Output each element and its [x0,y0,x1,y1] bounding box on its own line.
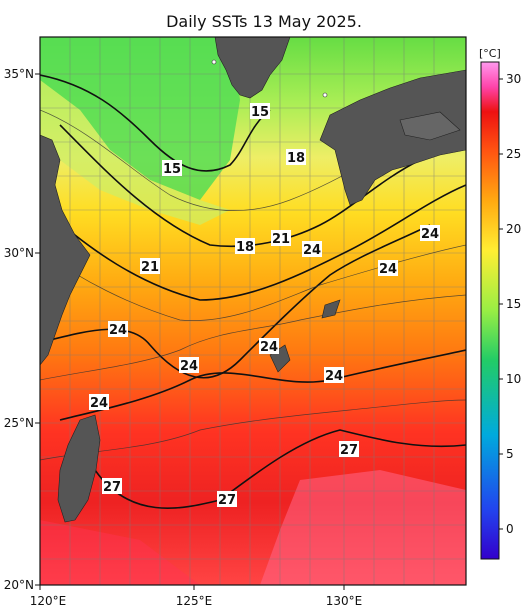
contour-label-text: 24 [421,227,439,242]
contour-label: 24 [108,321,128,338]
contour-21 [44,184,466,301]
small-island [211,59,217,65]
contour-label-text: 15 [251,105,269,120]
contour-label: 21 [271,230,291,247]
contour-label-text: 24 [260,340,278,355]
contour-label: 24 [378,260,398,277]
colorbar [480,61,500,560]
contour-label-text: 15 [163,162,181,177]
shikoku-land [399,111,461,141]
contour-label: 24 [324,367,344,384]
contour-24 [49,224,431,379]
yellow-sea-mid-water [40,80,230,225]
lon-label-125e: 125°E [175,594,213,608]
contour-label: 18 [235,238,255,255]
ryukyu-islands [321,299,341,319]
contour-label-text: 24 [303,243,321,258]
lon-label-120e: 120°E [29,594,67,608]
map-title: Daily SSTs 13 May 2025. [166,12,362,31]
contour-label-text: 24 [90,396,108,411]
contour-label-text: 18 [236,240,254,255]
lat-label-25n: 25°N [3,416,34,430]
korea-land [214,37,291,99]
lat-label-20n: 20°N [3,578,34,592]
lon-label-130e: 130°E [325,594,363,608]
contour-label: 27 [102,478,122,495]
map-border [39,36,467,586]
contour-label: 24 [420,225,440,242]
contour-label-text: 21 [272,232,290,247]
contour-label-text: 18 [287,151,305,166]
colorbar-tick-10: 10 [506,372,522,386]
colorbar-unit: [°C] [479,47,501,60]
contour-label-text: 24 [109,323,127,338]
contour-label-text: 24 [325,369,343,384]
contour-label: 15 [250,103,270,120]
contour-label: 24 [179,357,199,374]
contour-label: 24 [302,241,322,258]
lat-label-35n: 35°N [3,67,34,81]
lat-label-30n: 30°N [3,246,34,260]
contour-label: 18 [286,149,306,166]
contour-label: 24 [259,338,279,355]
contour-label-text: 27 [103,480,121,495]
contour-label-text: 21 [141,260,159,275]
japan-land [319,69,466,206]
contour-24-south [59,349,466,421]
colorbar-tick-0: 0 [506,522,514,536]
colorbar-tick-20: 20 [506,222,522,236]
colorbar-tick-30: 30 [506,72,522,86]
colorbar-tick-25: 25 [506,147,522,161]
china-coast [40,134,91,366]
contour-label-text: 27 [340,443,358,458]
contour-27 [94,429,466,509]
contour-label: 15 [162,160,182,177]
contour-label: 27 [339,441,359,458]
contour-label: 27 [217,491,237,508]
contour-label-text: 24 [379,262,397,277]
colorbar-tick-15: 15 [506,297,522,311]
warm-water-patch [260,470,466,585]
taiwan-land [57,414,101,523]
contour-label-text: 24 [180,359,198,374]
contour-label: 21 [140,258,160,275]
colorbar-tick-5: 5 [506,447,514,461]
contour-label-text: 27 [218,493,236,508]
contour-label: 24 [89,394,109,411]
